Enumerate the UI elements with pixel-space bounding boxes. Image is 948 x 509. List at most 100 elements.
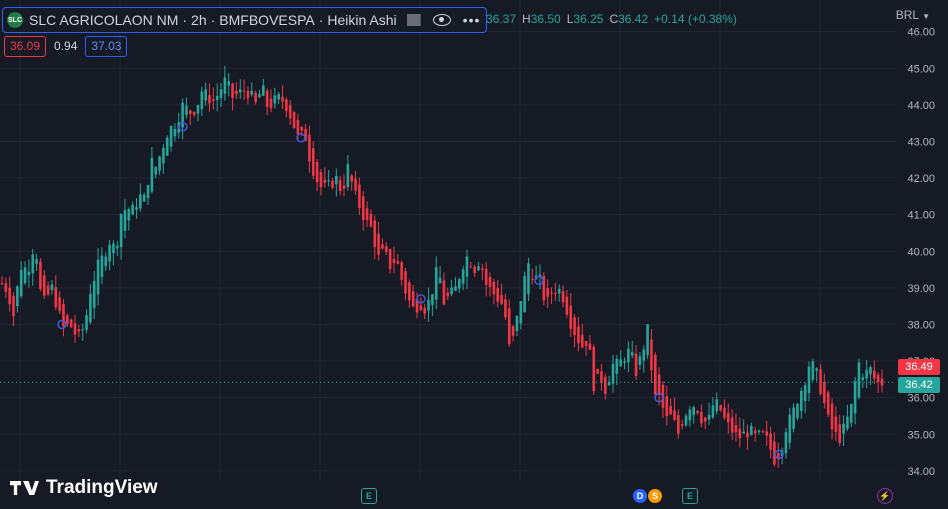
y-tick-label: 36.00 (907, 393, 935, 405)
candle-body (81, 329, 84, 331)
candle-body (242, 90, 246, 92)
candle-body (492, 281, 496, 295)
candle-body (750, 426, 753, 435)
exchange-label: BMFBOVESPA (219, 12, 315, 28)
candle-body (0, 283, 4, 285)
candle-body (288, 105, 292, 119)
candle-body (400, 262, 403, 280)
eye-icon[interactable] (432, 14, 451, 26)
candle-body (700, 411, 703, 424)
candle-body (327, 180, 330, 182)
candle-body (96, 259, 100, 295)
earnings-event-icon[interactable]: E (682, 488, 698, 504)
candle-body (657, 374, 661, 396)
y-tick-label: 44.00 (907, 100, 935, 112)
candle-body (73, 323, 77, 335)
symbol-header[interactable]: SLC SLC AGRICOLAON NM · 2h · BMFBOVESPA … (2, 7, 488, 33)
y-tick-label: 38.00 (907, 319, 935, 331)
candle-body (811, 361, 815, 380)
candle-body (481, 268, 484, 270)
more-icon[interactable]: ••• (462, 12, 481, 28)
candle-body (642, 349, 646, 361)
candle-body (319, 172, 323, 188)
chart-marker (534, 275, 544, 286)
candle-body (150, 157, 154, 192)
candle-body (262, 85, 265, 96)
candle-body (273, 95, 277, 104)
candle-body (66, 315, 69, 324)
candle-body (231, 83, 234, 98)
ask-price[interactable]: 37.03 (85, 35, 128, 57)
candle-body (200, 91, 204, 110)
candle-body (62, 304, 65, 327)
candle-body (265, 90, 269, 107)
candle-body (646, 324, 649, 356)
candle-body (215, 95, 219, 100)
candle-body (803, 385, 807, 402)
candle-body (358, 184, 361, 208)
candle-body (834, 416, 838, 433)
candle-body (723, 407, 726, 418)
candle-body (673, 410, 676, 420)
candle-body (438, 277, 442, 284)
candle-body (131, 204, 134, 215)
candle-body (880, 378, 884, 386)
candle-body (730, 417, 734, 433)
candle-body (85, 314, 88, 330)
candle-body (788, 414, 792, 443)
hide-icon[interactable] (406, 14, 421, 26)
candle-body (300, 127, 304, 131)
last-price-tag: 36.42 (898, 377, 940, 393)
bid-price[interactable]: 36.09 (4, 35, 47, 57)
candle-body (484, 268, 488, 285)
candle-body (373, 220, 377, 248)
candle-body (542, 275, 546, 301)
candle-body (569, 305, 573, 329)
candle-body (519, 300, 523, 324)
y-tick-label: 39.00 (907, 283, 935, 295)
currency-selector[interactable]: BRL ▼ (896, 8, 930, 22)
bid-ask-indicator[interactable]: 36.09 0.94 37.03 (4, 35, 128, 57)
candle-body (515, 316, 519, 331)
candle-body (596, 368, 599, 374)
candle-body (285, 99, 288, 112)
candle-body (715, 399, 719, 412)
candle-body (154, 166, 158, 175)
candle-body (19, 269, 23, 297)
close-label: C (609, 12, 619, 26)
candle-body (507, 308, 511, 345)
candle-body (127, 209, 131, 221)
candle-body (584, 341, 588, 347)
candle-body (142, 194, 146, 202)
y-tick-label: 35.00 (907, 429, 935, 441)
candle-body (246, 90, 250, 99)
candle-body (742, 431, 745, 434)
candle-body (361, 196, 365, 221)
candle-body (680, 424, 684, 427)
dividends-event-icon[interactable]: D (633, 489, 647, 503)
y-tick-label: 46.00 (907, 27, 935, 39)
candle-body (653, 354, 657, 395)
split-event-icon[interactable]: S (648, 489, 662, 503)
symbol-logo: SLC (7, 12, 23, 28)
candle-body (500, 294, 503, 304)
candle-body (473, 266, 476, 273)
candle-body (454, 286, 457, 291)
candle-body (69, 319, 73, 328)
earnings-event-icon[interactable]: E (361, 488, 377, 504)
candle-body (388, 249, 392, 270)
candle-body (565, 296, 569, 315)
candle-body (876, 374, 880, 383)
candle-body (711, 405, 715, 418)
high-label: H (522, 12, 531, 26)
candle-body (377, 233, 380, 255)
candle-body (669, 406, 672, 415)
candle-body (8, 287, 11, 305)
candle-body (461, 269, 465, 284)
candle-body (139, 194, 142, 209)
candle-body (823, 381, 826, 404)
candle-body (250, 90, 254, 95)
candle-body (92, 280, 96, 309)
bolt-event-icon[interactable]: ⚡ (877, 488, 893, 504)
